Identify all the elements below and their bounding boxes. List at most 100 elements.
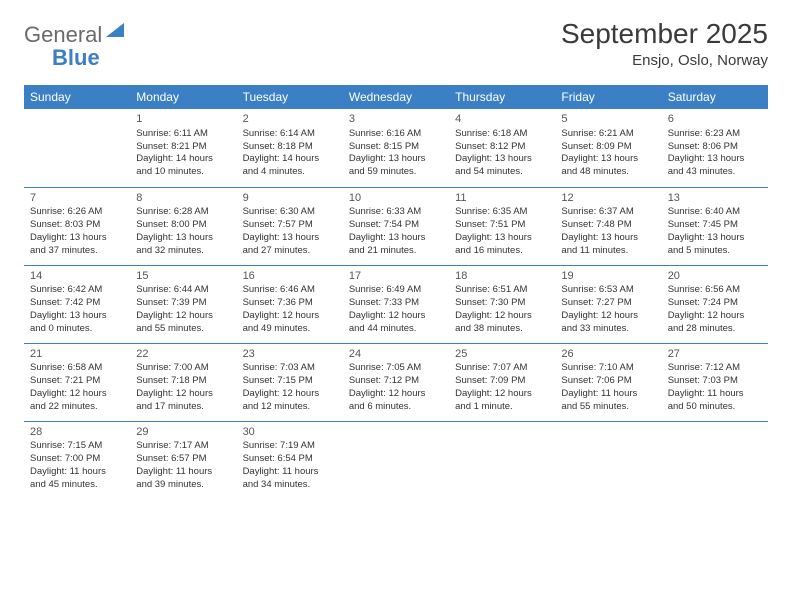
sunrise-text: Sunrise: 6:35 AM (455, 206, 549, 219)
empty-cell (343, 421, 449, 499)
sunrise-text: Sunrise: 7:15 AM (30, 440, 124, 453)
day-cell: 18Sunrise: 6:51 AMSunset: 7:30 PMDayligh… (449, 265, 555, 343)
daylight-text: Daylight: 13 hours (561, 153, 655, 166)
daylight-text: and 54 minutes. (455, 166, 549, 179)
daylight-text: Daylight: 13 hours (561, 232, 655, 245)
daylight-text: Daylight: 12 hours (349, 310, 443, 323)
day-cell: 8Sunrise: 6:28 AMSunset: 8:00 PMDaylight… (130, 187, 236, 265)
sunrise-text: Sunrise: 7:07 AM (455, 362, 549, 375)
daylight-text: and 1 minute. (455, 401, 549, 414)
sunset-text: Sunset: 7:36 PM (243, 297, 337, 310)
calendar-table: SundayMondayTuesdayWednesdayThursdayFrid… (24, 85, 768, 499)
day-number: 14 (30, 269, 124, 284)
day-cell: 19Sunrise: 6:53 AMSunset: 7:27 PMDayligh… (555, 265, 661, 343)
daylight-text: and 59 minutes. (349, 166, 443, 179)
sunset-text: Sunset: 8:03 PM (30, 219, 124, 232)
day-cell: 29Sunrise: 7:17 AMSunset: 6:57 PMDayligh… (130, 421, 236, 499)
day-number: 28 (30, 425, 124, 440)
day-cell: 12Sunrise: 6:37 AMSunset: 7:48 PMDayligh… (555, 187, 661, 265)
sunrise-text: Sunrise: 7:19 AM (243, 440, 337, 453)
daylight-text: and 6 minutes. (349, 401, 443, 414)
sunrise-text: Sunrise: 6:53 AM (561, 284, 655, 297)
sunset-text: Sunset: 8:18 PM (243, 141, 337, 154)
sunset-text: Sunset: 6:57 PM (136, 453, 230, 466)
sunset-text: Sunset: 7:30 PM (455, 297, 549, 310)
daylight-text: and 16 minutes. (455, 245, 549, 258)
day-cell: 26Sunrise: 7:10 AMSunset: 7:06 PMDayligh… (555, 343, 661, 421)
day-header: Sunday (24, 85, 130, 109)
week-row: 14Sunrise: 6:42 AMSunset: 7:42 PMDayligh… (24, 265, 768, 343)
daylight-text: Daylight: 13 hours (455, 153, 549, 166)
logo-text-2: Blue (52, 45, 100, 70)
week-row: 7Sunrise: 6:26 AMSunset: 8:03 PMDaylight… (24, 187, 768, 265)
day-number: 5 (561, 112, 655, 127)
daylight-text: Daylight: 12 hours (243, 388, 337, 401)
day-cell: 7Sunrise: 6:26 AMSunset: 8:03 PMDaylight… (24, 187, 130, 265)
day-cell: 23Sunrise: 7:03 AMSunset: 7:15 PMDayligh… (237, 343, 343, 421)
day-number: 17 (349, 269, 443, 284)
daylight-text: Daylight: 11 hours (243, 466, 337, 479)
daylight-text: Daylight: 11 hours (30, 466, 124, 479)
sunset-text: Sunset: 6:54 PM (243, 453, 337, 466)
week-row: 28Sunrise: 7:15 AMSunset: 7:00 PMDayligh… (24, 421, 768, 499)
sunrise-text: Sunrise: 6:46 AM (243, 284, 337, 297)
daylight-text: and 28 minutes. (668, 323, 762, 336)
sunset-text: Sunset: 8:21 PM (136, 141, 230, 154)
daylight-text: and 27 minutes. (243, 245, 337, 258)
sunset-text: Sunset: 7:18 PM (136, 375, 230, 388)
week-row: 21Sunrise: 6:58 AMSunset: 7:21 PMDayligh… (24, 343, 768, 421)
day-number: 13 (668, 191, 762, 206)
sunset-text: Sunset: 7:33 PM (349, 297, 443, 310)
sunrise-text: Sunrise: 6:18 AM (455, 128, 549, 141)
sunset-text: Sunset: 7:48 PM (561, 219, 655, 232)
sunset-text: Sunset: 7:09 PM (455, 375, 549, 388)
sunset-text: Sunset: 7:21 PM (30, 375, 124, 388)
sunrise-text: Sunrise: 7:03 AM (243, 362, 337, 375)
empty-cell (555, 421, 661, 499)
sunset-text: Sunset: 7:45 PM (668, 219, 762, 232)
day-cell: 10Sunrise: 6:33 AMSunset: 7:54 PMDayligh… (343, 187, 449, 265)
daylight-text: Daylight: 14 hours (136, 153, 230, 166)
day-number: 2 (243, 112, 337, 127)
daylight-text: Daylight: 13 hours (349, 153, 443, 166)
sunset-text: Sunset: 8:15 PM (349, 141, 443, 154)
location-text: Ensjo, Oslo, Norway (561, 52, 768, 69)
sunrise-text: Sunrise: 6:21 AM (561, 128, 655, 141)
daylight-text: and 55 minutes. (136, 323, 230, 336)
day-number: 10 (349, 191, 443, 206)
day-header: Monday (130, 85, 236, 109)
sunrise-text: Sunrise: 7:05 AM (349, 362, 443, 375)
day-header: Wednesday (343, 85, 449, 109)
daylight-text: Daylight: 12 hours (349, 388, 443, 401)
sunset-text: Sunset: 7:39 PM (136, 297, 230, 310)
sunrise-text: Sunrise: 7:00 AM (136, 362, 230, 375)
daylight-text: Daylight: 13 hours (668, 153, 762, 166)
sunrise-text: Sunrise: 6:16 AM (349, 128, 443, 141)
day-number: 4 (455, 112, 549, 127)
sunset-text: Sunset: 7:00 PM (30, 453, 124, 466)
day-cell: 14Sunrise: 6:42 AMSunset: 7:42 PMDayligh… (24, 265, 130, 343)
daylight-text: and 55 minutes. (561, 401, 655, 414)
daylight-text: and 32 minutes. (136, 245, 230, 258)
day-number: 25 (455, 347, 549, 362)
day-number: 11 (455, 191, 549, 206)
daylight-text: Daylight: 11 hours (136, 466, 230, 479)
daylight-text: Daylight: 13 hours (455, 232, 549, 245)
daylight-text: and 45 minutes. (30, 479, 124, 492)
daylight-text: Daylight: 13 hours (136, 232, 230, 245)
day-number: 24 (349, 347, 443, 362)
day-number: 20 (668, 269, 762, 284)
days-of-week-row: SundayMondayTuesdayWednesdayThursdayFrid… (24, 85, 768, 109)
daylight-text: Daylight: 12 hours (668, 310, 762, 323)
daylight-text: Daylight: 12 hours (561, 310, 655, 323)
daylight-text: and 10 minutes. (136, 166, 230, 179)
day-cell: 27Sunrise: 7:12 AMSunset: 7:03 PMDayligh… (662, 343, 768, 421)
daylight-text: and 33 minutes. (561, 323, 655, 336)
sunset-text: Sunset: 8:09 PM (561, 141, 655, 154)
sunrise-text: Sunrise: 6:23 AM (668, 128, 762, 141)
day-cell: 20Sunrise: 6:56 AMSunset: 7:24 PMDayligh… (662, 265, 768, 343)
day-cell: 21Sunrise: 6:58 AMSunset: 7:21 PMDayligh… (24, 343, 130, 421)
empty-cell (24, 109, 130, 187)
day-number: 27 (668, 347, 762, 362)
day-number: 19 (561, 269, 655, 284)
